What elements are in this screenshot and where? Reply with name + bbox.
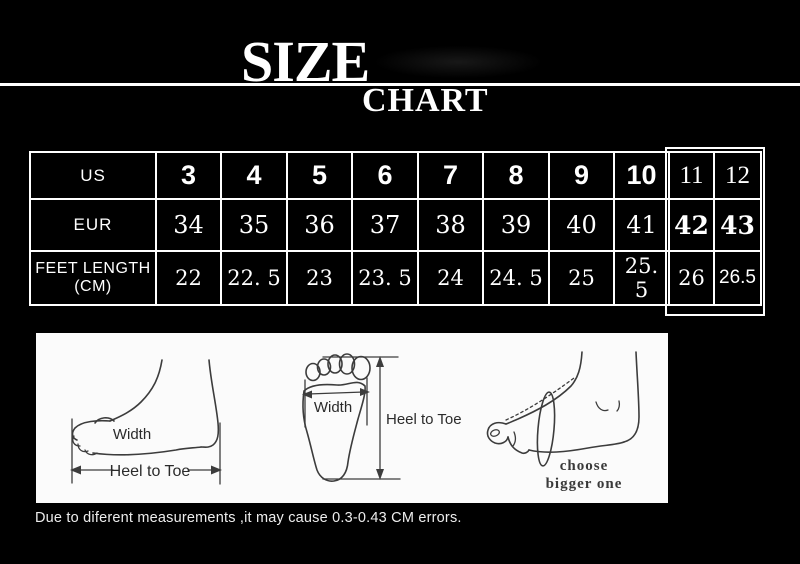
foot-measurement-sketches: Width Heel to Toe Width — [70, 351, 640, 492]
sole-width-label: Width — [314, 399, 352, 416]
table-row-feet-length: FEET LENGTH (CM) 22 22. 5 23 23. 5 24 24… — [29, 250, 762, 306]
arrowhead-left — [70, 465, 81, 475]
feet-length-cell: 26.5 — [713, 250, 762, 306]
feet-length-cell: 24 — [417, 250, 484, 306]
toe — [305, 362, 321, 382]
eur-cell: 37 — [351, 198, 419, 252]
background-smudge — [356, 42, 561, 82]
title-divider-line — [0, 83, 800, 86]
us-cell: 4 — [220, 151, 288, 200]
us-cell: 3 — [155, 151, 222, 200]
ankle-mark — [595, 401, 609, 412]
toe — [316, 358, 332, 376]
row-label-feet-length: FEET LENGTH (CM) — [29, 250, 157, 306]
feet-length-cell: 22. 5 — [220, 250, 288, 306]
feet-length-cell: 23 — [286, 250, 353, 306]
arrowhead-left — [302, 390, 312, 399]
big-toe — [71, 419, 111, 441]
foot-outline — [109, 359, 163, 422]
arrowhead-right — [360, 388, 370, 396]
feet-length-cell: 25. 5 — [613, 250, 670, 306]
us-cell: 9 — [548, 151, 615, 200]
us-cell: 6 — [351, 151, 419, 200]
side-length-label: Heel to Toe — [110, 463, 191, 480]
sole-outline — [302, 381, 366, 482]
toe — [338, 353, 356, 375]
instep-line — [505, 351, 583, 425]
heel-and-leg-line — [200, 359, 220, 448]
ankle-mark — [616, 400, 621, 412]
toenail — [489, 429, 501, 437]
eur-cell: 35 — [220, 198, 288, 252]
feet-length-cell: 23. 5 — [351, 250, 419, 306]
heel-and-leg-line — [623, 351, 640, 443]
table-row-eur: EUR 34 35 36 37 38 39 40 41 42 43 — [29, 198, 762, 252]
arrowhead-up — [376, 356, 384, 367]
eur-cell: 38 — [417, 198, 484, 252]
table-row-us: US 3 4 5 6 7 8 9 10 11 12 — [29, 151, 762, 200]
girth-loop — [536, 391, 556, 467]
eur-cell: 41 — [613, 198, 670, 252]
footprint-diagram: Width Heel to Toe — [302, 353, 462, 482]
us-cell: 8 — [482, 151, 550, 200]
girth-foot-diagram: choose bigger one — [486, 351, 640, 492]
toe-crease — [512, 431, 517, 447]
feet-length-cell: 24. 5 — [482, 250, 550, 306]
us-cell: 12 — [713, 151, 762, 200]
feet-length-cell: 26 — [668, 250, 715, 306]
foot-bottom-line — [528, 441, 625, 453]
title-chart: CHART — [362, 82, 489, 119]
girth-note-line2: bigger one — [546, 476, 623, 492]
foot-sole-line — [92, 446, 202, 456]
title-size: SIZE — [241, 29, 370, 94]
footnote: Due to diferent measurements ,it may cau… — [35, 510, 462, 526]
eur-cell: 39 — [482, 198, 550, 252]
measurement-diagram-panel: Width Heel to Toe Width — [36, 333, 668, 503]
big-toe — [486, 421, 509, 445]
toe — [327, 354, 343, 374]
arrowhead-down — [376, 469, 384, 480]
arrowhead-right — [211, 465, 222, 475]
row-label-eur: EUR — [29, 198, 157, 252]
eur-cell: 42 — [668, 198, 715, 252]
eur-cell: 34 — [155, 198, 222, 252]
dotted-instep-line — [505, 377, 575, 421]
side-width-label: Width — [113, 426, 151, 443]
us-cell: 10 — [613, 151, 670, 200]
eur-cell: 40 — [548, 198, 615, 252]
eur-cell: 36 — [286, 198, 353, 252]
feet-length-cell: 25 — [548, 250, 615, 306]
feet-length-cell: 22 — [155, 250, 222, 306]
size-conversion-table: US 3 4 5 6 7 8 9 10 11 12 EUR 34 35 36 3… — [29, 151, 762, 306]
sole-length-label: Heel to Toe — [386, 411, 462, 428]
eur-cell: 43 — [713, 198, 762, 252]
us-cell: 5 — [286, 151, 353, 200]
row-label-us: US — [29, 151, 157, 200]
us-cell: 11 — [668, 151, 715, 200]
side-foot-diagram: Width Heel to Toe — [70, 359, 222, 485]
girth-note-line1: choose — [560, 458, 609, 474]
us-cell: 7 — [417, 151, 484, 200]
